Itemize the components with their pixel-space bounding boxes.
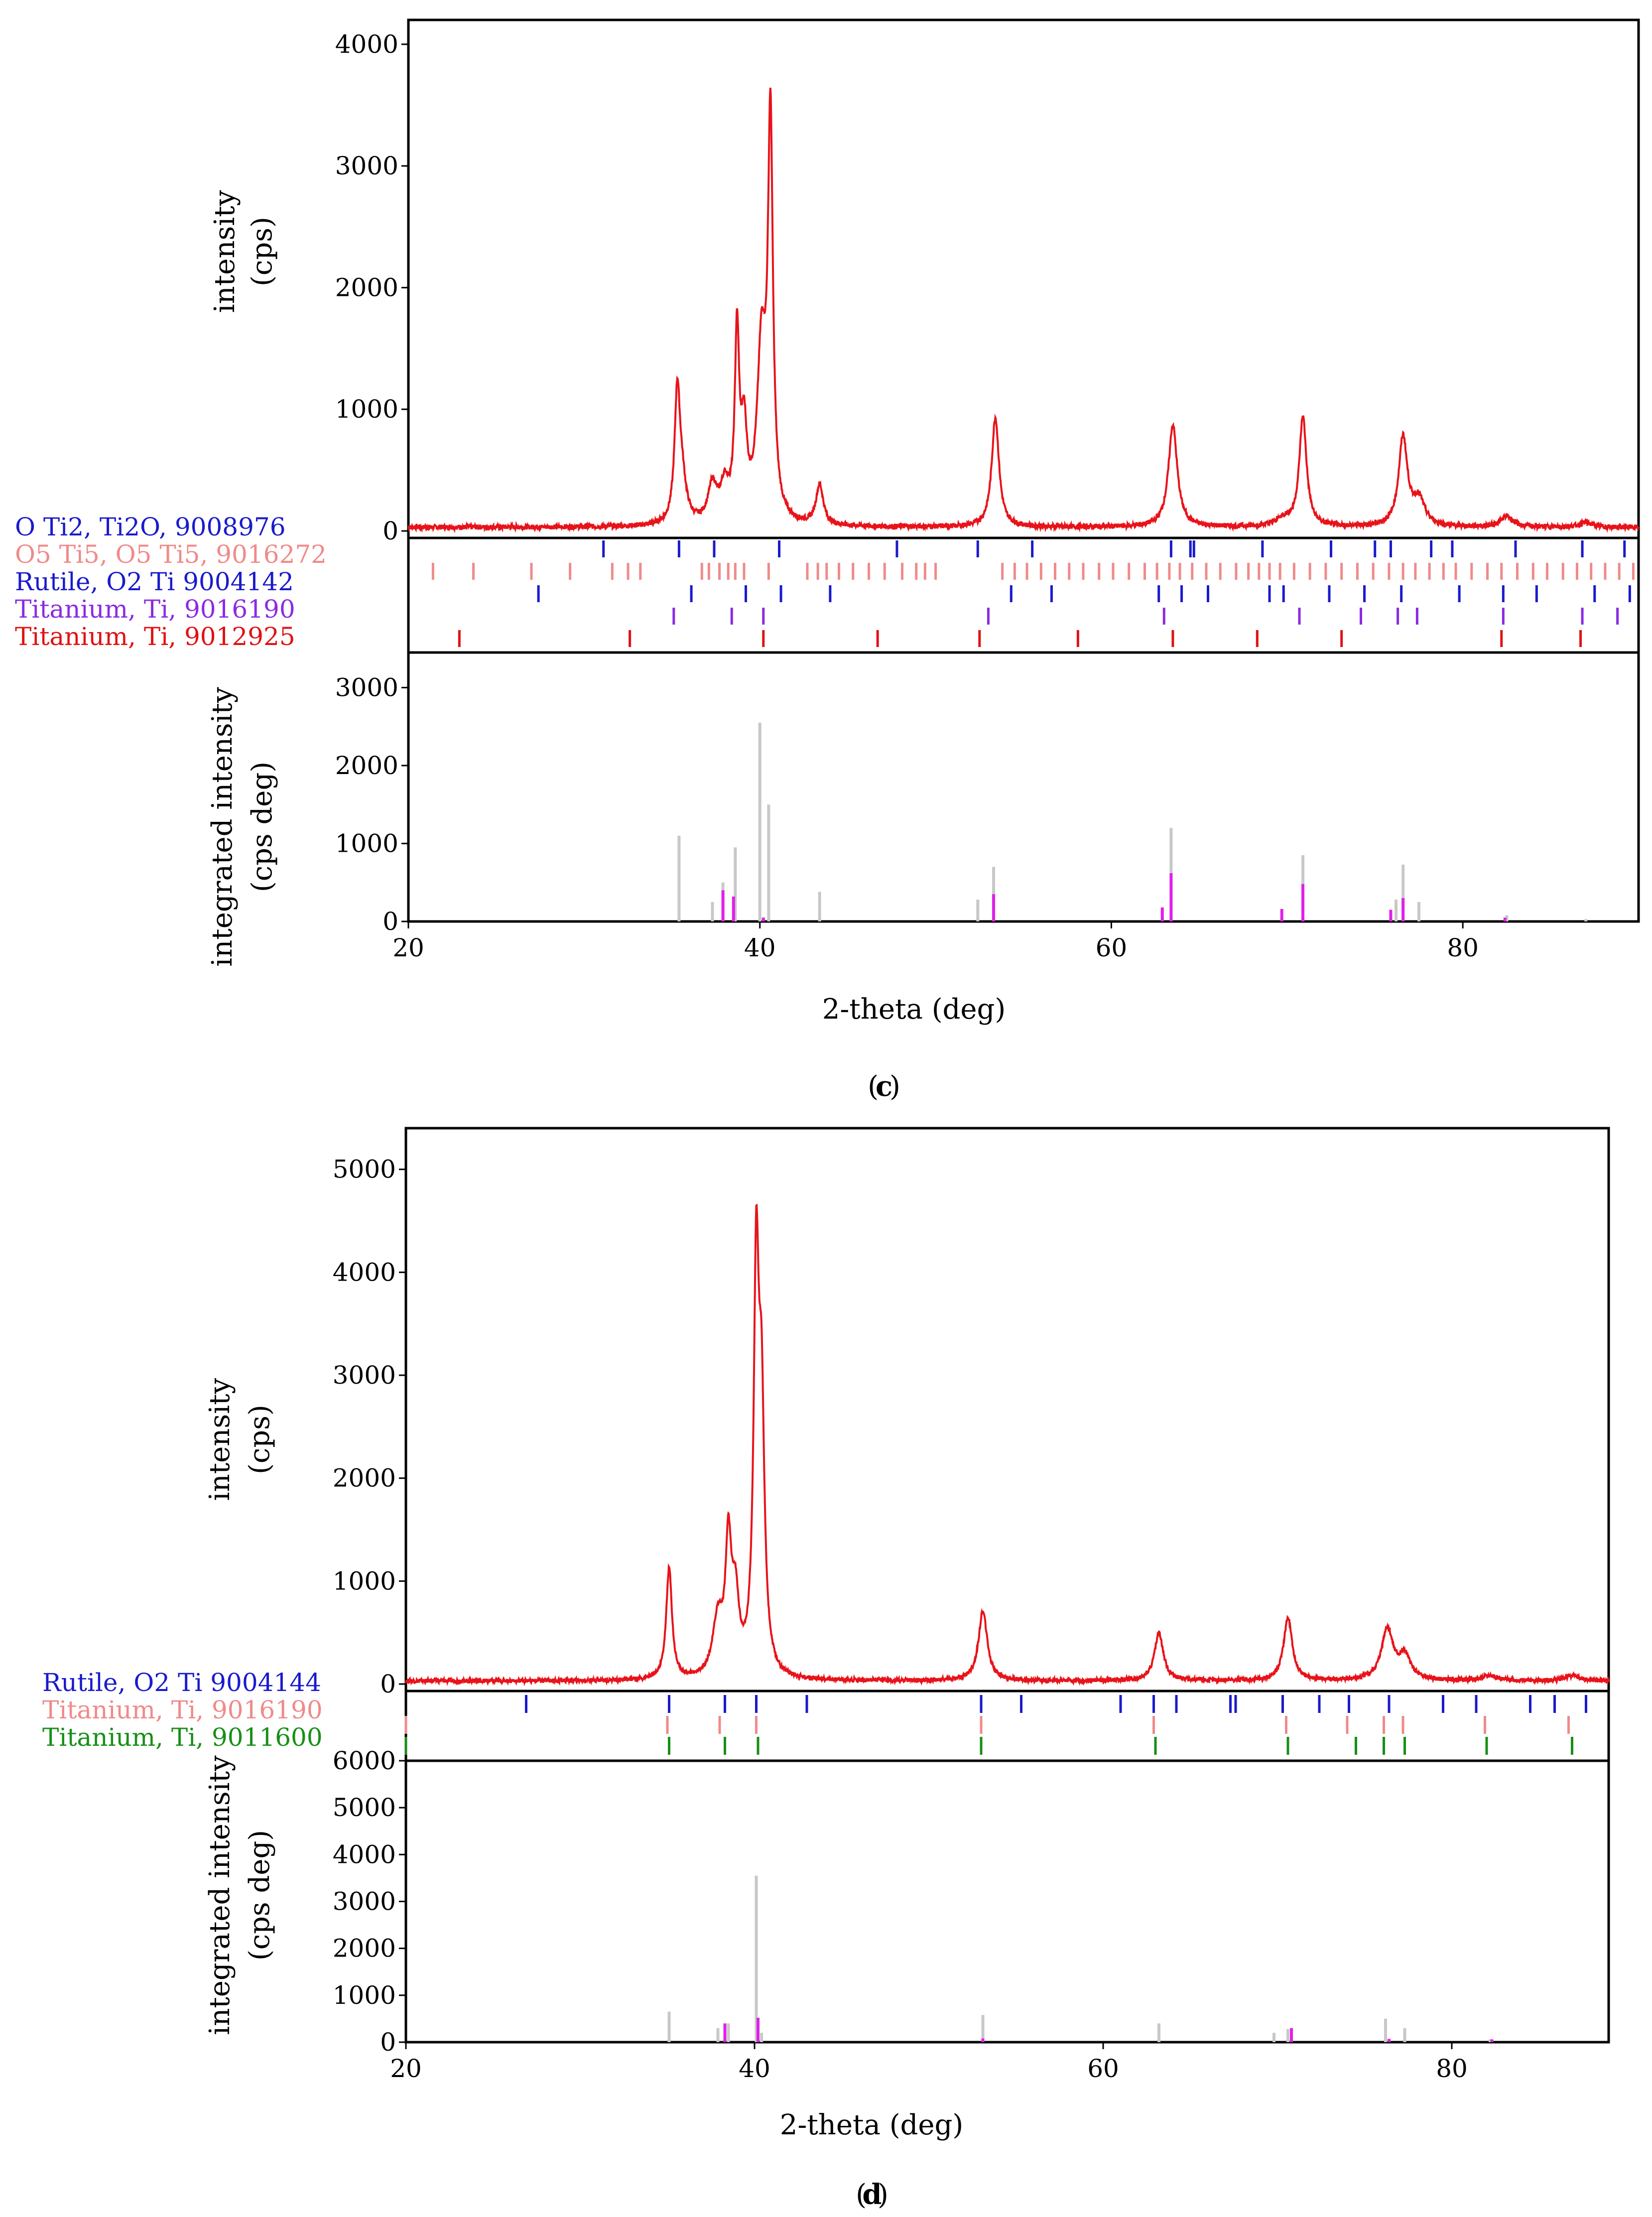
- phase-markers: [404, 1695, 1587, 1755]
- top-y-label-line1: intensity: [209, 190, 241, 313]
- bottom-y-label-line2: (cps deg): [246, 762, 278, 892]
- x-tick-label: 20: [390, 2054, 422, 2083]
- caption-letter-c: c: [876, 1070, 892, 1103]
- bottom-y-tick-label: 5000: [333, 1793, 396, 1822]
- x-tick-label: 40: [744, 933, 776, 962]
- bottom-y-tick-label: 6000: [333, 1746, 396, 1775]
- top-plot-frame: [404, 1127, 1610, 1693]
- top-plot-frame: [407, 18, 1640, 539]
- bottom-y-ticks: 0 1000 2000 3000: [335, 673, 408, 936]
- top-y-tick-label: 5000: [333, 1155, 396, 1184]
- phase-label-1: Titanium, Ti, 9016190: [42, 1695, 323, 1724]
- svg-text:(: (: [868, 1070, 879, 1103]
- bottom-y-label-line1: integrated intensity: [204, 1755, 236, 2035]
- top-y-tick-label: 4000: [335, 30, 398, 59]
- x-axis-ticks: 20 40 60 80: [390, 2042, 1468, 2083]
- integrated-intensity-sticks: [677, 722, 1588, 921]
- bottom-y-tick-label: 3000: [335, 673, 398, 702]
- top-y-tick-label: 2000: [333, 1464, 396, 1493]
- intensity-series: [407, 88, 1640, 533]
- phase-label-4: Titanium, Ti, 9012925: [15, 622, 295, 651]
- phase-plot-frame: [407, 536, 1640, 654]
- phase-label-0: Rutile, O2 Ti 9004144: [42, 1668, 321, 1697]
- phase-label-3: Titanium, Ti, 9016190: [15, 595, 295, 624]
- x-axis-ticks: 20 40 60 80: [392, 921, 1479, 962]
- bottom-y-tick-label: 0: [380, 2028, 396, 2057]
- bottom-y-tick-label: 2000: [335, 751, 398, 780]
- panel-c: 0 1000 2000 3000 4000 0 1000 2000 3000 20 40 60 80…: [15, 18, 1640, 1103]
- bottom-y-ticks: 0 1000 2000 3000 4000 5000 6000: [333, 1746, 406, 2057]
- phase-label-2: Rutile, O2 Ti 9004142: [15, 567, 294, 596]
- intensity-line: [407, 88, 1640, 533]
- x-tick-label: 80: [1436, 2054, 1468, 2083]
- top-y-tick-label: 1000: [333, 1566, 396, 1595]
- caption-c: ( c ): [868, 1070, 900, 1103]
- svg-text:): ): [890, 1070, 900, 1103]
- bottom-y-tick-label: 0: [382, 907, 398, 936]
- integrated-intensity-sticks: [667, 1875, 1494, 2042]
- x-tick-label: 80: [1447, 933, 1479, 962]
- top-y-ticks: 0 1000 2000 3000 4000: [335, 30, 408, 545]
- top-y-tick-label: 4000: [333, 1258, 396, 1287]
- x-tick-label: 20: [392, 933, 424, 962]
- phase-label-1: O5 Ti5, O5 Ti5, 9016272: [15, 540, 327, 569]
- bottom-y-tick-label: 1000: [333, 1981, 396, 2010]
- svg-text:): ): [878, 2179, 889, 2211]
- bottom-y-tick-label: 2000: [333, 1934, 396, 1963]
- phase-markers: [431, 540, 1635, 647]
- bottom-y-tick-label: 1000: [335, 829, 398, 858]
- phase-label-0: O Ti2, Ti2O, 9008976: [15, 513, 286, 541]
- top-y-tick-label: 3000: [335, 151, 398, 180]
- phase-plot-frame: [404, 1690, 1610, 1762]
- x-axis-label: 2-theta (deg): [780, 2109, 963, 2141]
- bottom-plot-frame: [407, 651, 1640, 923]
- x-tick-label: 60: [1096, 933, 1128, 962]
- panel-d: 0 1000 2000 3000 4000 5000 0 1000 2000 3000 4000 5…: [42, 1127, 1610, 2211]
- top-y-label-line2: (cps): [244, 1405, 276, 1474]
- bottom-plot-frame: [404, 1759, 1610, 2044]
- bottom-y-label-line2: (cps deg): [244, 1830, 276, 1960]
- caption-d: ( d ): [856, 2178, 889, 2211]
- top-y-ticks: 0 1000 2000 3000 4000 5000: [333, 1155, 406, 1698]
- x-axis-label: 2-theta (deg): [822, 993, 1006, 1026]
- intensity-series: [405, 1203, 1610, 1687]
- top-y-tick-label: 0: [380, 1670, 396, 1698]
- intensity-line: [405, 1203, 1610, 1687]
- x-tick-label: 40: [739, 2054, 770, 2083]
- bottom-y-tick-label: 3000: [333, 1887, 396, 1916]
- bottom-y-tick-label: 4000: [333, 1840, 396, 1869]
- svg-text:(: (: [856, 2179, 867, 2211]
- bottom-y-label-line1: integrated intensity: [206, 687, 239, 967]
- caption-letter-d: d: [862, 2178, 882, 2211]
- top-y-tick-label: 2000: [335, 273, 398, 302]
- top-y-tick-label: 3000: [333, 1361, 396, 1390]
- top-y-label-line2: (cps): [246, 217, 278, 286]
- top-y-tick-label: 0: [382, 517, 398, 545]
- top-y-tick-label: 1000: [335, 395, 398, 424]
- top-y-label-line1: intensity: [204, 1378, 236, 1501]
- x-tick-label: 60: [1087, 2054, 1119, 2083]
- phase-label-2: Titanium, Ti, 9011600: [42, 1723, 323, 1752]
